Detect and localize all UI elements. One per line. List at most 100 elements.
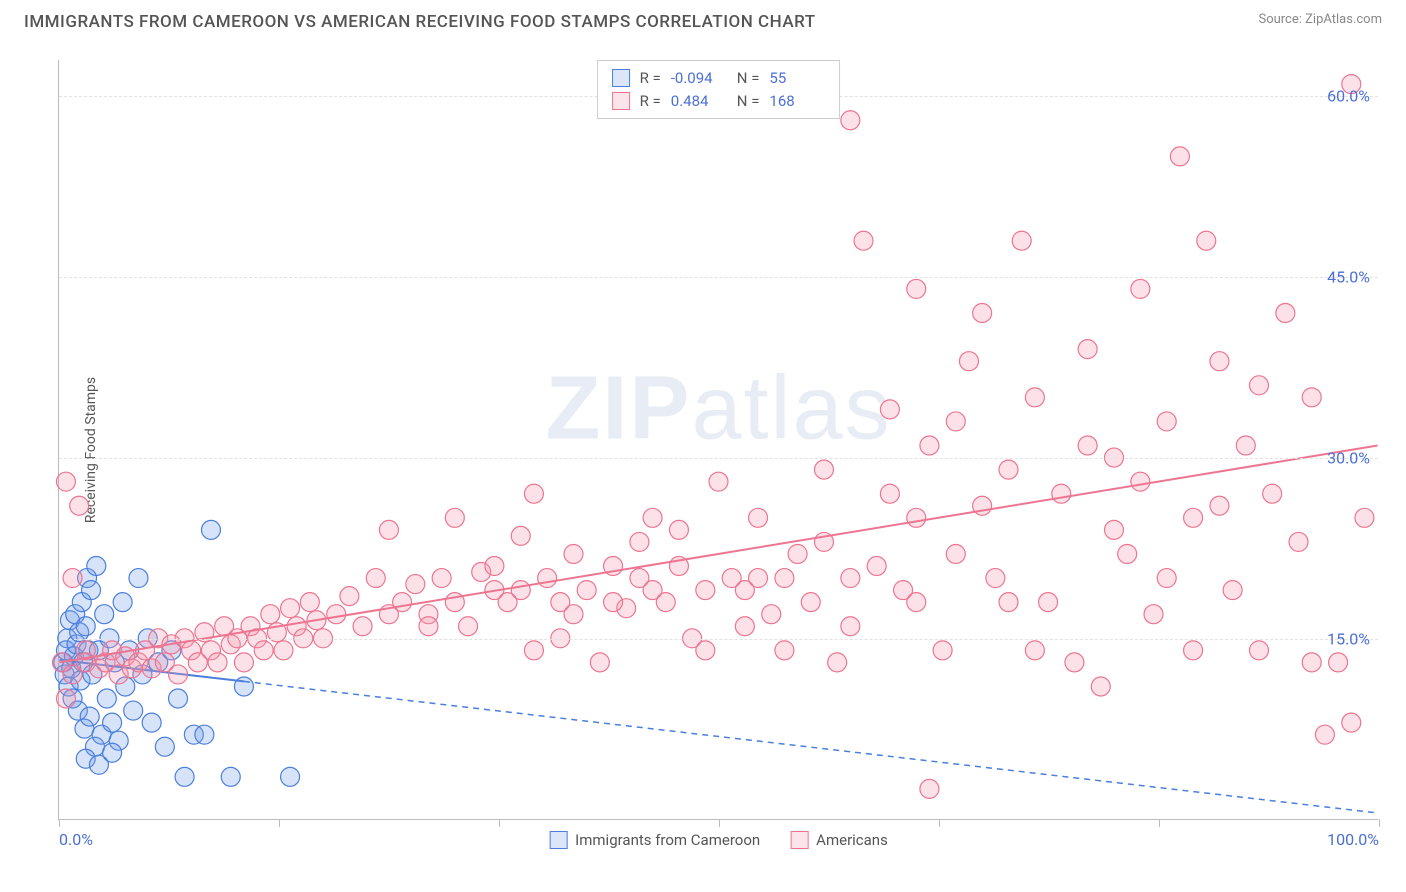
data-point-americans	[1355, 508, 1374, 527]
data-point-americans	[254, 641, 273, 660]
data-point-cameroon	[82, 581, 101, 600]
data-point-americans	[735, 617, 754, 636]
data-point-americans	[867, 557, 886, 576]
data-point-cameroon	[201, 520, 220, 539]
data-point-americans	[1197, 231, 1216, 250]
data-point-americans	[1091, 677, 1110, 696]
data-point-americans	[946, 544, 965, 563]
legend-swatch-americans	[612, 92, 630, 110]
data-point-americans	[524, 484, 543, 503]
x-tick	[1159, 819, 1160, 827]
data-point-americans	[524, 641, 543, 660]
data-point-americans	[56, 472, 75, 491]
data-point-americans	[56, 689, 75, 708]
data-point-americans	[986, 569, 1005, 588]
data-point-americans	[281, 599, 300, 618]
data-point-cameroon	[97, 689, 116, 708]
data-point-americans	[880, 400, 899, 419]
data-point-americans	[1025, 641, 1044, 660]
data-point-cameroon	[169, 689, 188, 708]
data-point-americans	[973, 304, 992, 323]
data-point-americans	[1210, 352, 1229, 371]
correlation-legend: R =-0.094N =55R =0.484N =168	[597, 60, 841, 119]
data-point-americans	[933, 641, 952, 660]
data-point-americans	[1315, 725, 1334, 744]
data-point-americans	[920, 779, 939, 798]
data-point-americans	[788, 544, 807, 563]
data-point-cameroon	[155, 737, 174, 756]
data-point-americans	[1302, 653, 1321, 672]
legend-label-cameroon: Immigrants from Cameroon	[575, 831, 760, 849]
data-point-americans	[959, 352, 978, 371]
data-point-americans	[696, 581, 715, 600]
y-tick-label: 30.0%	[1327, 449, 1370, 468]
data-point-americans	[1157, 569, 1176, 588]
data-point-americans	[1144, 605, 1163, 624]
data-point-americans	[459, 617, 478, 636]
data-point-americans	[630, 532, 649, 551]
gridline	[59, 639, 1378, 640]
x-tick	[499, 819, 500, 827]
data-point-americans	[327, 605, 346, 624]
data-point-americans	[511, 526, 530, 545]
data-point-americans	[604, 593, 623, 612]
data-point-cameroon	[76, 617, 95, 636]
data-point-americans	[841, 569, 860, 588]
y-tick-label: 15.0%	[1327, 630, 1370, 649]
data-point-americans	[841, 617, 860, 636]
plot-area: R =-0.094N =55R =0.484N =168 ZIPatlas Im…	[58, 60, 1378, 820]
data-point-americans	[709, 472, 728, 491]
data-point-americans	[920, 436, 939, 455]
data-point-americans	[801, 593, 820, 612]
data-point-americans	[234, 653, 253, 672]
data-point-americans	[70, 496, 89, 515]
data-point-americans	[300, 593, 319, 612]
legend-item-cameroon: Immigrants from Cameroon	[549, 831, 760, 849]
data-point-americans	[340, 587, 359, 606]
legend-item-americans: Americans	[790, 831, 888, 849]
legend-row-americans: R =0.484N =168	[612, 90, 826, 113]
data-point-cameroon	[103, 713, 122, 732]
legend-swatch-americans	[790, 831, 808, 849]
chart-container: Receiving Food Stamps R =-0.094N =55R =0…	[0, 40, 1406, 860]
series-legend: Immigrants from Cameroon Americans	[549, 831, 888, 849]
x-tick	[1379, 819, 1380, 827]
data-point-americans	[1210, 496, 1229, 515]
x-tick	[719, 819, 720, 827]
data-point-americans	[1052, 484, 1071, 503]
data-point-americans	[1250, 376, 1269, 395]
data-point-cameroon	[195, 725, 214, 744]
data-point-cameroon	[80, 707, 99, 726]
data-point-americans	[907, 593, 926, 612]
data-point-americans	[1065, 653, 1084, 672]
data-point-americans	[538, 569, 557, 588]
data-point-americans	[643, 508, 662, 527]
data-point-americans	[1302, 388, 1321, 407]
data-point-americans	[1170, 147, 1189, 166]
data-point-americans	[762, 605, 781, 624]
data-point-americans	[1039, 593, 1058, 612]
data-point-americans	[564, 544, 583, 563]
data-point-americans	[511, 581, 530, 600]
data-point-americans	[274, 641, 293, 660]
data-point-americans	[1276, 304, 1295, 323]
data-point-americans	[577, 581, 596, 600]
data-point-cameroon	[129, 569, 148, 588]
data-point-americans	[749, 508, 768, 527]
data-point-americans	[999, 460, 1018, 479]
data-point-cameroon	[113, 593, 132, 612]
data-point-americans	[814, 460, 833, 479]
data-point-americans	[406, 575, 425, 594]
data-point-americans	[1250, 641, 1269, 660]
data-point-americans	[1078, 340, 1097, 359]
legend-swatch-cameroon	[612, 69, 630, 87]
data-point-americans	[880, 484, 899, 503]
data-point-cameroon	[175, 767, 194, 786]
data-point-americans	[432, 569, 451, 588]
data-point-americans	[749, 569, 768, 588]
x-tick	[59, 819, 60, 827]
data-point-americans	[1342, 713, 1361, 732]
data-point-americans	[775, 569, 794, 588]
data-point-americans	[999, 593, 1018, 612]
data-point-americans	[1289, 532, 1308, 551]
